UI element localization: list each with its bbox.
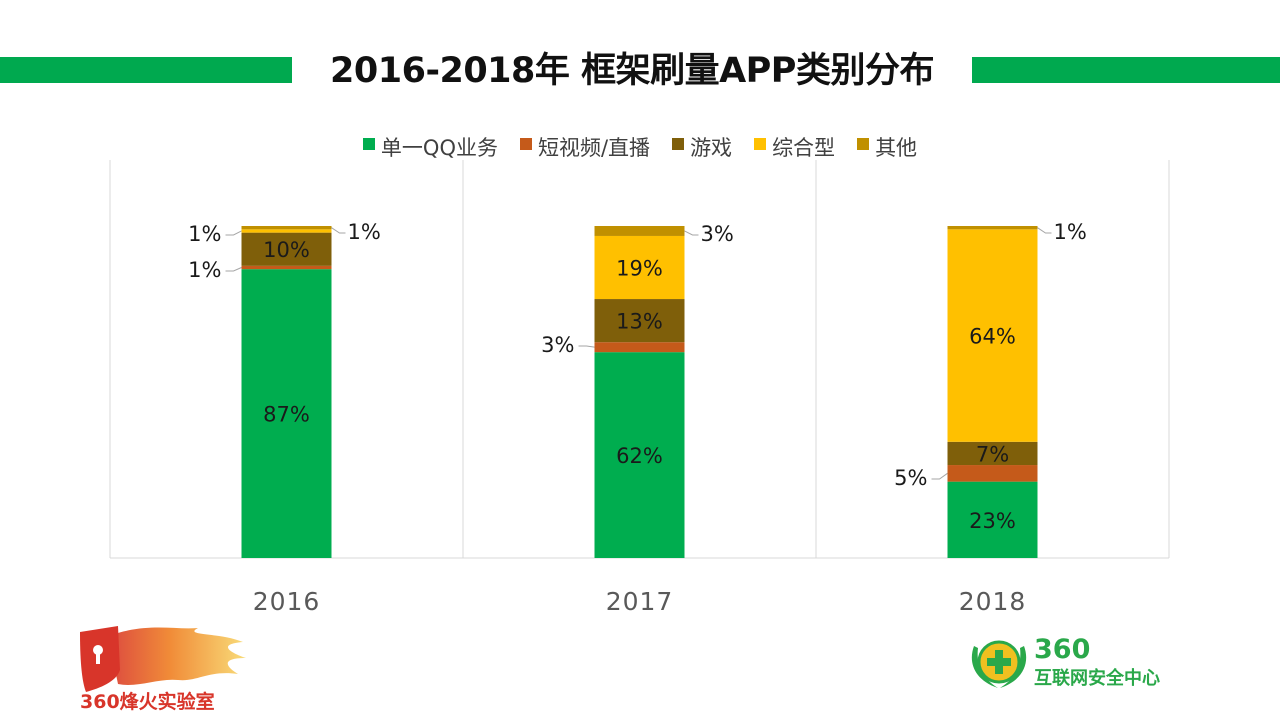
bar-segment (241, 265, 332, 270)
legend-item-other: 其他 (857, 132, 917, 162)
legend-item-game: 游戏 (672, 132, 732, 162)
data-label: 1% (348, 220, 381, 244)
logo-right-brand: 360 (1034, 634, 1090, 665)
title-bar-right (972, 57, 1280, 83)
legend-swatch (362, 138, 375, 150)
data-label: 23% (969, 509, 1016, 533)
legend-swatch (857, 138, 870, 150)
legend-label: 综合型 (772, 136, 836, 160)
legend-swatch (672, 138, 685, 150)
data-label: 3% (701, 222, 734, 246)
logo-right-text: 互联网安全中心 (1034, 667, 1160, 689)
data-label: 64% (969, 325, 1016, 349)
page-title: 2016-2018年 框架刷量APP类别分布 (330, 51, 934, 91)
legend-item-qq: 单一QQ业务 (362, 132, 498, 162)
360-fire-lab-logo: 360烽火实验室 (80, 626, 246, 712)
leader-line (225, 267, 242, 272)
legend-item-composite: 综合型 (754, 132, 835, 162)
data-label: 62% (616, 444, 663, 468)
x-tick-label: 2016 (253, 587, 321, 616)
legend-label: 单一QQ业务 (380, 136, 498, 160)
bar-segment (594, 235, 685, 300)
legend-item-video: 短视频/直播 (519, 132, 651, 162)
data-label: 1% (1054, 220, 1087, 244)
bar-segment (241, 232, 332, 266)
leader-line (684, 230, 699, 236)
data-label: 3% (541, 333, 574, 357)
bar-segment (947, 226, 1038, 230)
bar-segment (594, 352, 685, 558)
x-tick-label: 2018 (959, 587, 1027, 616)
data-label: 10% (263, 238, 310, 262)
data-label: 1% (188, 222, 221, 246)
data-label: 19% (616, 257, 663, 281)
legend-swatch (754, 138, 767, 150)
data-label: 7% (976, 442, 1009, 466)
bar-segment (947, 441, 1038, 466)
bar-segment (241, 229, 332, 233)
title-bar-left (0, 57, 292, 83)
leader-line (578, 345, 595, 348)
data-label: 87% (263, 403, 310, 427)
bar-segment (594, 342, 685, 353)
bar-segment (947, 229, 1038, 442)
bar-segment (947, 481, 1038, 558)
legend-label: 短视频/直播 (537, 136, 651, 160)
360-internet-security-center-logo: 360 互联网安全中心 (971, 634, 1160, 689)
leader-line (931, 472, 948, 480)
data-label: 5% (894, 466, 927, 490)
bar-segment (241, 226, 332, 230)
bar-segment (594, 226, 685, 236)
bar-segment (594, 299, 685, 343)
legend-swatch (519, 138, 532, 150)
legend-label: 其他 (875, 136, 918, 160)
bar-segment (241, 269, 332, 558)
data-label: 13% (616, 310, 663, 334)
legend-label: 游戏 (690, 136, 733, 160)
logo-left-text: 360烽火实验室 (80, 690, 215, 712)
bar-segment (947, 465, 1038, 482)
data-label: 1% (188, 258, 221, 282)
leader-line (1037, 227, 1052, 234)
x-tick-label: 2017 (606, 587, 674, 616)
keyhole-icon (93, 645, 103, 655)
chart-legend: 单一QQ业务 短视频/直播 游戏 综合型 其他 (0, 133, 1280, 161)
leader-line (331, 227, 346, 234)
flame-icon (108, 627, 246, 685)
leader-line (225, 230, 242, 236)
